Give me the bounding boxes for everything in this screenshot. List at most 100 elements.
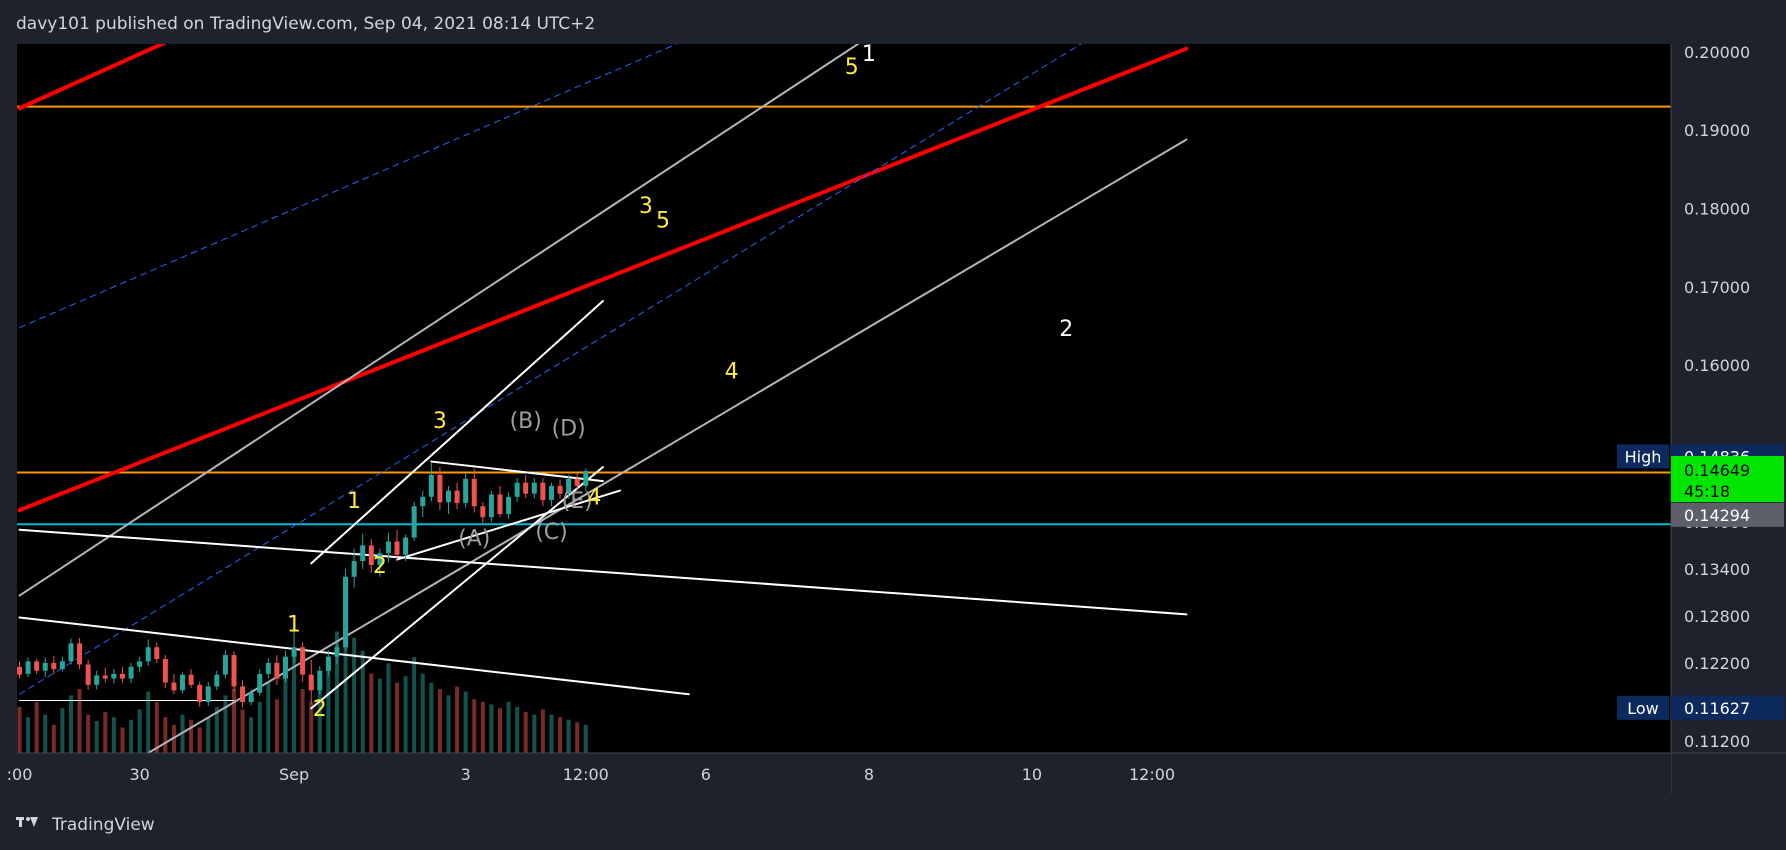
candle-body xyxy=(248,692,254,703)
candle-body xyxy=(377,553,383,565)
candle-body xyxy=(197,684,203,703)
price-tick-label: 0.11200 xyxy=(1684,732,1750,751)
volume-bar xyxy=(60,708,65,753)
candle-body xyxy=(274,662,280,679)
time-tick-label: Sep xyxy=(279,765,309,784)
high-label-box xyxy=(1617,444,1669,469)
price-tick-label: 0.13400 xyxy=(1684,560,1750,579)
candlestick-series xyxy=(17,463,589,708)
candle-body xyxy=(420,496,426,507)
wave-label: 2 xyxy=(373,554,387,579)
trend-line-grey xyxy=(147,138,1188,753)
wave-label: 1 xyxy=(862,42,876,67)
plot-area[interactable] xyxy=(17,44,1671,753)
candle-body xyxy=(282,656,288,679)
volume-bar xyxy=(257,701,262,753)
tv-logo-icon-v xyxy=(30,817,38,827)
candle-body xyxy=(222,655,228,675)
trend-line-white xyxy=(310,299,604,565)
horizontal-levels xyxy=(17,105,1671,526)
time-axis-ticks: :00 30 Sep 3 12:00 6 8 10 12:00 xyxy=(7,765,1175,784)
volume-bar xyxy=(292,650,297,753)
volume-bar xyxy=(352,637,357,753)
volume-bar xyxy=(300,689,305,753)
candle-body xyxy=(480,506,486,518)
candle-body xyxy=(454,490,460,504)
volume-bar xyxy=(274,699,279,753)
volume-bar xyxy=(437,689,442,753)
trend-line-white xyxy=(430,460,604,483)
price-tick-label: 0.20000 xyxy=(1684,43,1750,62)
volume-bar xyxy=(43,714,48,753)
candle-body xyxy=(463,478,469,504)
price-axis[interactable] xyxy=(1671,44,1786,753)
candle-body xyxy=(548,485,554,500)
candle-body xyxy=(205,686,211,703)
candle-body xyxy=(231,655,237,687)
volume-bar xyxy=(549,714,554,753)
volume-bar xyxy=(137,709,142,753)
volume-bar xyxy=(283,676,288,753)
time-tick-label: 10 xyxy=(1022,765,1042,784)
tradingview-logo: TradingView xyxy=(16,815,155,835)
countdown: 45:18 xyxy=(1684,482,1730,501)
volume-bar xyxy=(446,695,451,753)
volume-bar xyxy=(163,717,168,753)
low-label: Low xyxy=(1627,699,1659,718)
candle-body xyxy=(34,661,40,671)
volume-bar xyxy=(240,709,245,753)
volume-bar xyxy=(334,631,339,753)
volume-bars xyxy=(17,625,588,753)
low-value-box xyxy=(1671,695,1784,720)
publish-header: davy101 published on TradingView.com, Se… xyxy=(16,14,595,34)
candle-body xyxy=(68,643,74,662)
wave-label: (A) xyxy=(458,526,490,551)
volume-bar xyxy=(540,709,545,753)
price-tick-label: 0.12800 xyxy=(1684,607,1750,626)
candle-body xyxy=(403,537,409,555)
volume-bar xyxy=(129,719,134,753)
wave-label: 2 xyxy=(1059,317,1073,342)
candle-body xyxy=(111,673,117,679)
candle-body xyxy=(77,643,83,665)
volume-bar xyxy=(369,673,374,753)
candle-body xyxy=(94,675,100,685)
candle-body xyxy=(188,674,194,685)
volume-bar xyxy=(506,701,511,753)
candle-body xyxy=(540,482,546,500)
volume-bar xyxy=(77,689,82,753)
candle-body xyxy=(51,662,57,670)
current-price-box xyxy=(1671,456,1784,503)
volume-bar xyxy=(197,727,202,753)
candle-body xyxy=(497,494,503,515)
time-tick-label: :00 xyxy=(7,765,33,784)
volume-bar xyxy=(86,714,91,753)
low-label-box xyxy=(1617,695,1669,720)
candle-body xyxy=(154,647,160,659)
candle-body xyxy=(394,541,400,555)
candle-body xyxy=(240,686,246,703)
wave-label: 5 xyxy=(656,208,670,233)
trend-line-red xyxy=(17,46,1189,513)
volume-bar xyxy=(472,699,477,753)
price-tick-label: 0.12200 xyxy=(1684,654,1750,673)
candle-body xyxy=(411,506,417,538)
wave-label: 1 xyxy=(347,489,361,514)
volume-bar xyxy=(377,678,382,753)
candle-body xyxy=(17,666,22,675)
candle-body xyxy=(291,647,297,657)
time-axis[interactable] xyxy=(17,753,1671,794)
price-tick-label: 0.16000 xyxy=(1684,356,1750,375)
volume-bar xyxy=(412,657,417,753)
volume-bar xyxy=(420,673,425,753)
time-tick-label: 3 xyxy=(461,765,471,784)
candle-body xyxy=(446,490,451,503)
candle-body xyxy=(128,666,134,679)
volume-bar xyxy=(429,682,434,753)
wave-label: 3 xyxy=(639,194,653,219)
volume-bar xyxy=(523,712,528,753)
candle-body xyxy=(506,496,512,515)
trend-line-white xyxy=(310,466,604,710)
